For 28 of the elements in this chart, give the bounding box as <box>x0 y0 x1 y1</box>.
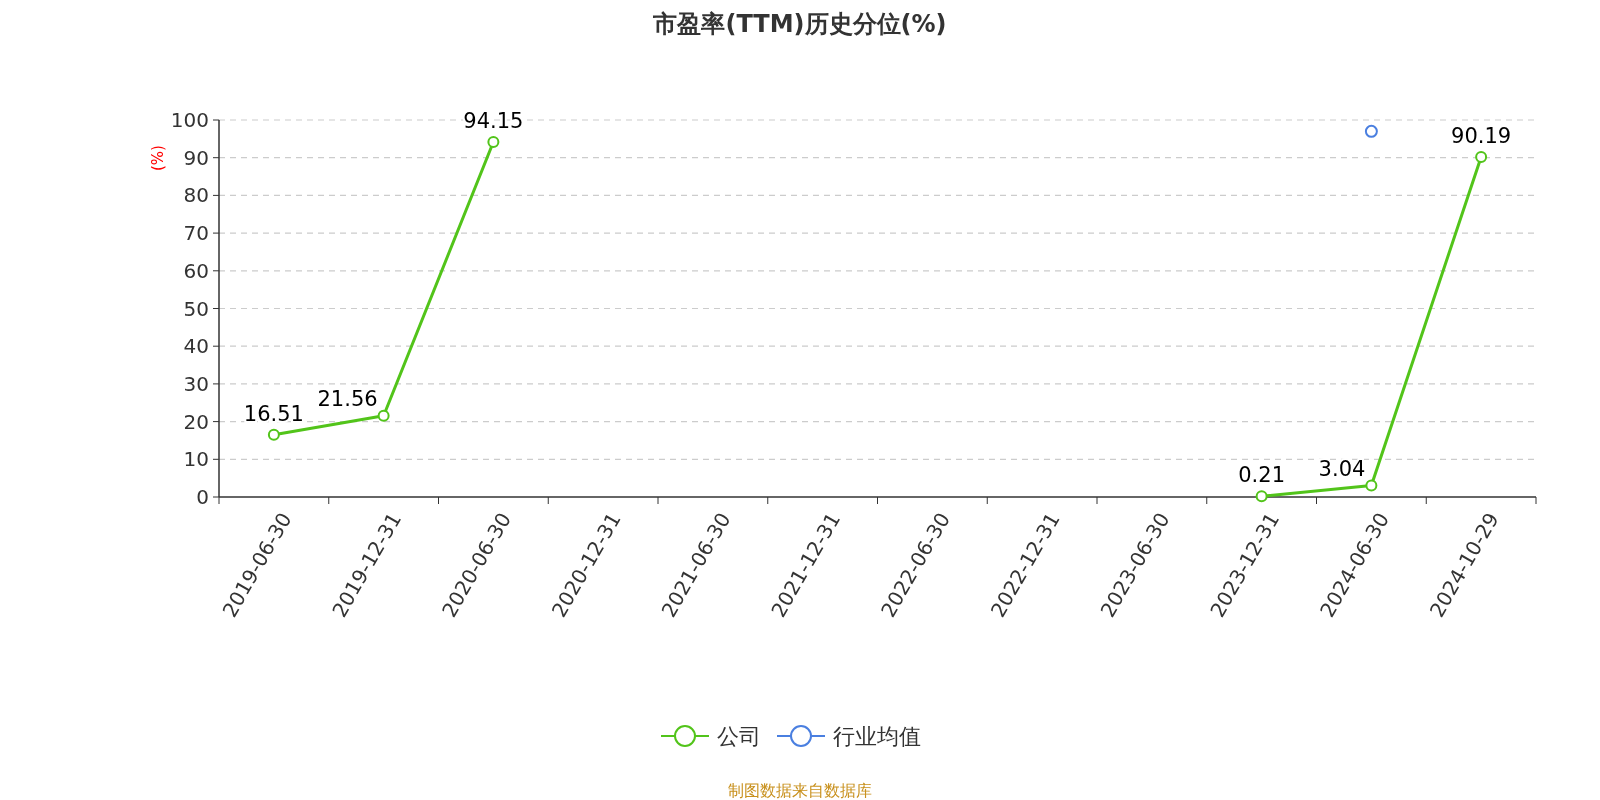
point <box>267 428 280 441</box>
point <box>1365 479 1378 492</box>
data-label: 0.21 <box>1238 463 1286 488</box>
y-tick-label: 30 <box>183 371 209 396</box>
y-tick-label: 0 <box>196 485 209 509</box>
point <box>377 409 390 422</box>
data-label: 3.04 <box>1318 456 1366 481</box>
text: 制图数据来自数据库 <box>728 781 872 800</box>
data-label: 16.51 <box>243 401 304 426</box>
point <box>487 136 500 149</box>
y-tick-label: 90 <box>183 145 209 170</box>
data-label: 90.19 <box>1451 123 1512 148</box>
data-label: 21.56 <box>317 386 378 411</box>
y-tick-label: 40 <box>183 334 209 359</box>
point <box>1475 150 1488 163</box>
legend-label: 行业均值 <box>833 724 921 749</box>
y-tick-label: 100 <box>170 108 209 132</box>
y-tick-label: 80 <box>183 183 209 208</box>
point <box>1255 490 1268 503</box>
y-tick-label: 50 <box>183 296 209 321</box>
chart-title: 市盈率(TTM)历史分位(%) <box>652 10 947 38</box>
data-label: 94.15 <box>463 109 524 134</box>
legend-label: 公司 <box>717 724 761 749</box>
y-tick-label: 60 <box>183 258 209 283</box>
y-axis-title: (%) <box>149 145 167 171</box>
y-tick-label: 10 <box>183 447 209 472</box>
y-tick-label: 70 <box>183 221 209 246</box>
y-tick-label: 20 <box>183 409 209 434</box>
